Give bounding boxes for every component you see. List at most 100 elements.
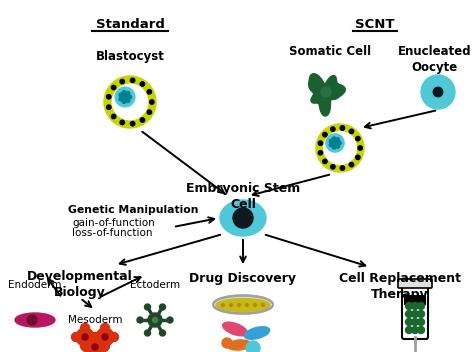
- Circle shape: [111, 114, 116, 119]
- Circle shape: [27, 315, 37, 325]
- Bar: [404, 295, 426, 305]
- Circle shape: [332, 145, 336, 149]
- Circle shape: [221, 303, 225, 307]
- Text: Standard: Standard: [96, 18, 164, 31]
- Circle shape: [92, 344, 98, 350]
- Circle shape: [137, 317, 143, 323]
- Text: Embryonic Stem
Cell: Embryonic Stem Cell: [186, 182, 300, 211]
- Circle shape: [145, 304, 151, 310]
- Text: Developmental
Biology: Developmental Biology: [27, 270, 133, 299]
- Circle shape: [109, 333, 118, 341]
- Circle shape: [90, 333, 99, 341]
- Circle shape: [331, 165, 335, 169]
- Text: Genetic Manipulation: Genetic Manipulation: [68, 205, 199, 215]
- Circle shape: [100, 342, 109, 352]
- Circle shape: [107, 95, 111, 99]
- Circle shape: [147, 90, 152, 94]
- Circle shape: [81, 341, 90, 351]
- FancyBboxPatch shape: [398, 279, 432, 288]
- Ellipse shape: [220, 200, 266, 236]
- Circle shape: [333, 141, 337, 145]
- Text: Mesoderm: Mesoderm: [68, 315, 122, 325]
- Circle shape: [336, 145, 339, 148]
- Circle shape: [104, 76, 156, 128]
- Circle shape: [318, 151, 323, 155]
- Circle shape: [418, 327, 425, 333]
- Circle shape: [349, 129, 354, 134]
- Circle shape: [358, 146, 362, 150]
- Circle shape: [100, 341, 109, 351]
- Circle shape: [418, 302, 425, 309]
- Circle shape: [321, 87, 331, 97]
- Circle shape: [82, 342, 91, 352]
- Text: loss-of-function: loss-of-function: [72, 228, 153, 238]
- Circle shape: [411, 302, 419, 309]
- Circle shape: [405, 302, 412, 309]
- Ellipse shape: [223, 322, 247, 336]
- Circle shape: [159, 330, 165, 336]
- Text: SCNT: SCNT: [355, 18, 395, 31]
- Circle shape: [128, 95, 131, 99]
- Circle shape: [76, 328, 94, 346]
- Circle shape: [119, 93, 123, 97]
- Circle shape: [329, 139, 333, 143]
- Circle shape: [323, 132, 327, 137]
- Circle shape: [130, 121, 135, 126]
- Circle shape: [153, 318, 157, 322]
- Circle shape: [411, 327, 419, 333]
- Circle shape: [126, 99, 130, 102]
- Circle shape: [421, 75, 455, 109]
- Circle shape: [318, 141, 323, 145]
- Circle shape: [246, 341, 260, 352]
- Circle shape: [120, 80, 125, 84]
- Circle shape: [340, 166, 345, 170]
- Circle shape: [91, 333, 100, 342]
- Text: Somatic Cell: Somatic Cell: [289, 45, 371, 58]
- Ellipse shape: [216, 298, 270, 312]
- Circle shape: [332, 137, 336, 140]
- Circle shape: [107, 105, 111, 109]
- Ellipse shape: [15, 313, 55, 327]
- Circle shape: [405, 310, 412, 318]
- Circle shape: [316, 124, 364, 172]
- Circle shape: [229, 303, 233, 307]
- Circle shape: [72, 333, 81, 341]
- Circle shape: [237, 303, 240, 307]
- Circle shape: [323, 159, 327, 164]
- Circle shape: [167, 317, 173, 323]
- Circle shape: [120, 120, 125, 125]
- Circle shape: [329, 143, 333, 147]
- Circle shape: [150, 100, 154, 104]
- Circle shape: [324, 132, 356, 164]
- Text: Enucleated
Oocyte: Enucleated Oocyte: [398, 45, 472, 74]
- Circle shape: [337, 141, 341, 145]
- Circle shape: [126, 92, 130, 95]
- Text: Endoderm: Endoderm: [8, 280, 62, 290]
- Circle shape: [123, 95, 127, 99]
- Circle shape: [405, 319, 412, 326]
- Circle shape: [405, 327, 412, 333]
- Circle shape: [122, 90, 126, 94]
- Circle shape: [102, 334, 108, 340]
- Circle shape: [100, 323, 109, 333]
- Circle shape: [82, 334, 88, 340]
- Circle shape: [112, 84, 148, 120]
- Circle shape: [81, 323, 90, 333]
- Circle shape: [122, 100, 126, 103]
- Circle shape: [246, 303, 248, 307]
- Circle shape: [111, 85, 116, 90]
- FancyBboxPatch shape: [402, 280, 428, 339]
- Circle shape: [433, 87, 443, 97]
- Circle shape: [115, 87, 135, 107]
- Circle shape: [145, 330, 151, 336]
- Circle shape: [411, 319, 419, 326]
- Polygon shape: [309, 74, 345, 116]
- Circle shape: [418, 319, 425, 326]
- Circle shape: [91, 333, 100, 341]
- Circle shape: [130, 78, 135, 82]
- Circle shape: [233, 208, 253, 228]
- Circle shape: [356, 137, 360, 141]
- Text: gain-of-function: gain-of-function: [72, 218, 155, 228]
- Text: Drug Discovery: Drug Discovery: [190, 272, 297, 285]
- Ellipse shape: [245, 327, 270, 339]
